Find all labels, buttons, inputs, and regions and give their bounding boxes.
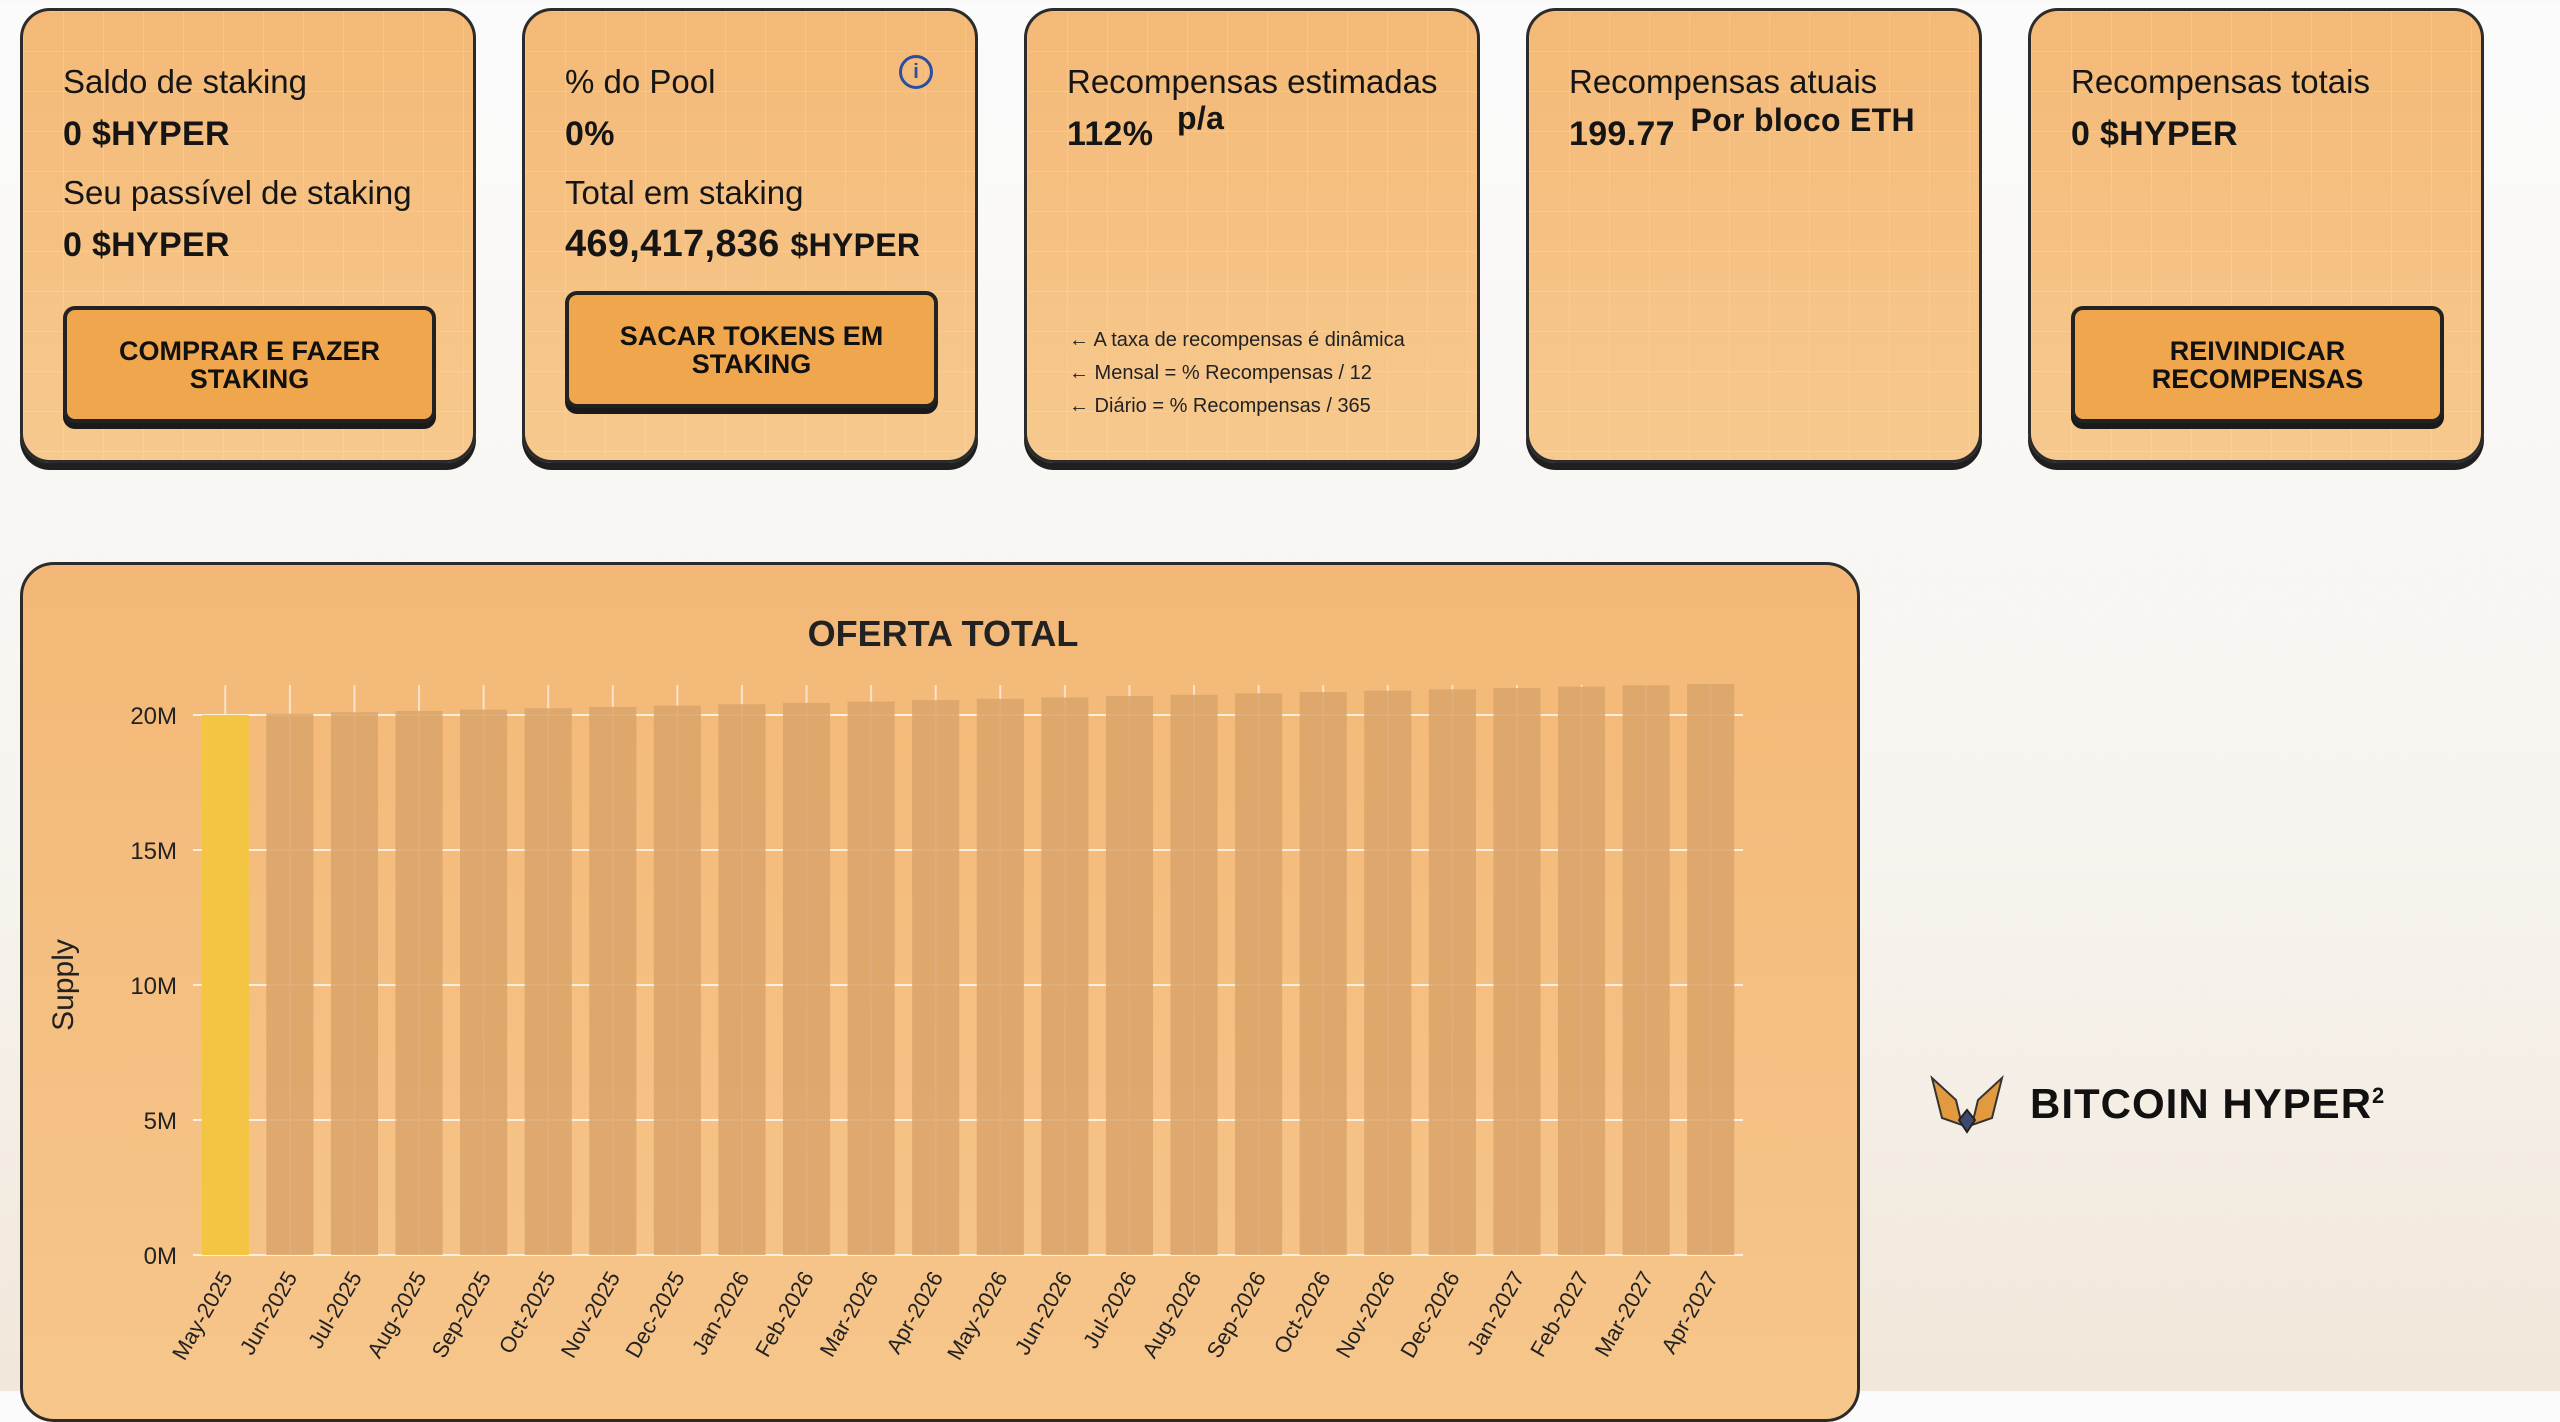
brand-logo: BITCOIN HYPER2 [1922,1070,2482,1140]
supply-bar[interactable] [976,698,1024,1255]
x-tick-label: Jan-2026 [687,1267,755,1359]
card-grid [1027,11,1477,460]
estimated-rewards-card: Recompensas estimadas 112% p/a ← A taxa … [1024,8,1480,463]
staking-balance-label: Saldo de staking [63,63,308,100]
rewards-note-dynamic: ← A taxa de recompensas é dinâmica [1069,329,1405,351]
withdraw-staked-button[interactable]: SACAR TOKENS EM STAKING [565,291,938,408]
rewards-note-daily: ← Diário = % Recompensas / 365 [1069,395,1371,417]
current-rewards-value: 199.77 Por bloco ETH [1569,102,1915,154]
total-staked-label: Total em staking [565,174,804,211]
y-axis-label: Supply [47,939,80,1031]
brand-name: BITCOIN HYPER2 [2030,1080,2385,1128]
pool-share-label: % do Pool [565,63,716,100]
brand-wings-icon [1930,1075,2004,1134]
total-staked-unit: $HYPER [790,227,921,263]
x-tick-label: Jul-2025 [303,1267,367,1353]
supply-bar[interactable] [395,710,443,1255]
total-rewards-card: Recompensas totais 0 $HYPER REIVINDICAR … [2028,8,2484,463]
current-rewards-label: Recompensas atuais [1569,63,1878,100]
x-tick-label: Apr-2027 [1656,1267,1723,1358]
claim-rewards-button[interactable]: REIVINDICAR RECOMPENSAS [2071,306,2444,423]
chart-title: OFERTA TOTAL [807,613,1079,654]
supply-bar[interactable] [201,715,249,1255]
staking-balance-value: 0 $HYPER [63,115,230,153]
supply-bar[interactable] [524,708,572,1255]
supply-bar[interactable] [653,705,701,1255]
x-tick-label: Oct-2025 [494,1267,561,1358]
x-tick-label: Feb-2026 [750,1267,819,1361]
x-tick-label: Feb-2027 [1525,1267,1594,1361]
buy-and-stake-button[interactable]: COMPRAR E FAZER STAKING [63,306,436,423]
total-rewards-value: 0 $HYPER [2071,115,2238,153]
supply-bar[interactable] [1364,690,1412,1255]
x-tick-label: Aug-2025 [362,1267,431,1362]
supply-bar[interactable] [1687,683,1735,1255]
estimated-rewards-suffix: p/a [1177,100,1225,136]
total-staked-number: 469,417,836 [565,223,780,265]
current-rewards-number: 199.77 [1569,115,1675,153]
supply-bar[interactable] [1493,688,1541,1255]
supply-bar[interactable] [1428,689,1476,1255]
stakeable-label: Seu passível de staking [63,174,412,211]
supply-bar[interactable] [912,700,960,1255]
info-icon[interactable]: i [899,55,933,89]
x-tick-label: Sep-2025 [427,1267,496,1362]
supply-bar[interactable] [1170,694,1218,1255]
supply-bar[interactable] [266,713,314,1255]
x-tick-label: Jun-2025 [235,1267,303,1359]
x-tick-label: Jan-2027 [1462,1267,1530,1359]
supply-bar[interactable] [1299,692,1347,1255]
y-tick-label: 5M [144,1108,177,1135]
x-tick-label: Oct-2026 [1269,1267,1336,1358]
estimated-rewards-value: 112% p/a [1067,100,1224,154]
pool-share-card: % do Pool i 0% Total em staking 469,417,… [522,8,978,463]
y-tick-label: 10M [130,973,177,1000]
x-tick-label: Aug-2026 [1137,1267,1206,1362]
x-tick-label: Sep-2026 [1202,1267,1271,1362]
x-tick-label: Dec-2025 [620,1267,689,1362]
x-tick-label: Mar-2026 [815,1267,884,1361]
supply-bar[interactable] [782,702,831,1255]
total-staked-value: 469,417,836 $HYPER [565,223,920,266]
x-tick-label: Nov-2025 [556,1267,625,1362]
card-grid [1529,11,1979,460]
x-tick-label: May-2026 [942,1267,1013,1364]
y-tick-label: 0M [144,1243,177,1270]
x-tick-label: Jul-2026 [1078,1267,1142,1353]
stakeable-value: 0 $HYPER [63,226,230,264]
current-rewards-card: Recompensas atuais 199.77 Por bloco ETH [1526,8,1982,463]
x-tick-label: Jun-2026 [1010,1267,1078,1359]
supply-bar[interactable] [1235,693,1283,1255]
supply-bar[interactable] [330,712,379,1255]
x-tick-label: Mar-2027 [1590,1267,1659,1361]
y-tick-label: 20M [130,703,177,730]
supply-bar[interactable] [1105,696,1154,1255]
staking-balance-card: Saldo de staking 0 $HYPER Seu passível d… [20,8,476,463]
rewards-note-monthly: ← Mensal = % Recompensas / 12 [1069,362,1372,384]
brand-name-text: BITCOIN HYPER [2030,1080,2373,1127]
supply-bar[interactable] [1041,697,1089,1255]
current-rewards-suffix: Por bloco ETH [1690,102,1915,138]
supply-bar[interactable] [1622,685,1670,1255]
total-rewards-label: Recompensas totais [2071,63,2370,100]
y-tick-label: 15M [130,838,177,865]
brand-superscript: 2 [2372,1083,2386,1108]
estimated-rewards-percent: 112% [1067,115,1154,153]
supply-bar[interactable] [589,706,637,1255]
x-tick-label: May-2025 [167,1267,238,1364]
x-tick-label: Dec-2026 [1395,1267,1464,1362]
supply-bar[interactable] [847,701,895,1256]
total-supply-chart-card: OFERTA TOTAL 0M 5M 10M 15M 20M Supply May-2025… [20,562,1860,1422]
x-tick-label: Apr-2026 [881,1267,948,1358]
supply-bar[interactable] [718,704,766,1255]
pool-share-value: 0% [565,115,615,153]
x-tick-label: Nov-2026 [1331,1267,1400,1362]
supply-bar[interactable] [1557,686,1606,1255]
supply-bar[interactable] [460,709,508,1255]
estimated-rewards-label: Recompensas estimadas [1067,63,1438,100]
